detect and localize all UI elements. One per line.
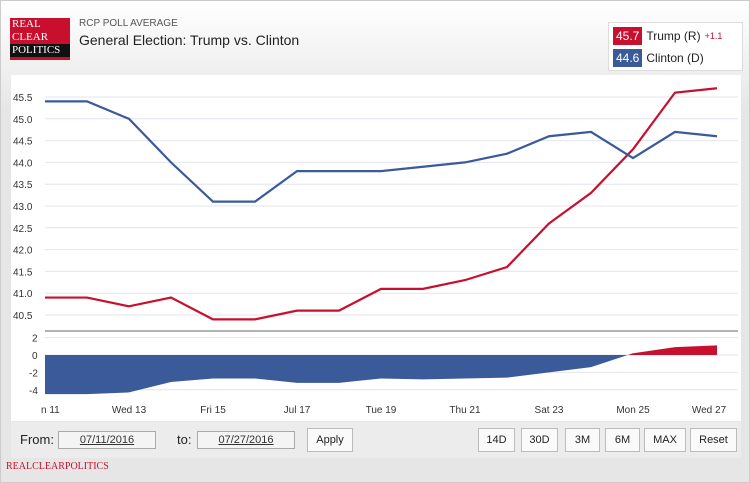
spread-tick-label: -4 xyxy=(29,386,38,397)
spread-tick-label: 2 xyxy=(32,334,38,345)
to-label: to: xyxy=(177,432,192,447)
trump-line xyxy=(45,87,718,321)
chart-title: General Election: Trump vs. Clinton xyxy=(79,32,300,48)
x-tick-label: Fri 15 xyxy=(200,405,226,416)
logo-line: POLITICS xyxy=(10,44,70,57)
y-tick-label: 41.5 xyxy=(13,267,33,278)
footer-brand: REALCLEARPOLITICS xyxy=(6,461,109,472)
y-tick-label: 45.5 xyxy=(13,93,33,104)
legend-value: 45.7 xyxy=(613,26,643,45)
x-tick-label: Wed 13 xyxy=(112,405,147,416)
spread-area-trump xyxy=(627,345,717,355)
spread-area-clinton xyxy=(45,355,628,395)
spread-tick-label: 0 xyxy=(32,351,38,362)
y-tick-label: 40.5 xyxy=(13,311,33,322)
chart-svg[interactable]: 45.5 45.0 44.5 44.0 43.5 43.0 42.5 42.0 41.5 41.0… xyxy=(11,75,741,421)
logo-line: CLEAR xyxy=(12,31,49,43)
rcp-logo: REAL CLEAR POLITICS xyxy=(10,18,70,60)
y-tick-label: 44.0 xyxy=(13,158,33,169)
range-6m-button[interactable]: 6M xyxy=(605,428,640,452)
reset-button[interactable]: Reset xyxy=(690,428,737,452)
range-30d-button[interactable]: 30D xyxy=(521,428,558,452)
legend-item-trump[interactable]: 45.7 Trump (R) +1.1 xyxy=(613,26,722,45)
from-label: From: xyxy=(20,432,54,447)
y-tick-label: 43.0 xyxy=(13,202,33,213)
range-14d-button[interactable]: 14D xyxy=(478,428,515,452)
x-tick-label: Jul 17 xyxy=(284,405,311,416)
logo-line: REAL xyxy=(12,18,41,30)
clinton-line xyxy=(45,100,718,203)
subtitle: RCP POLL AVERAGE xyxy=(79,18,178,29)
legend: 45.7 Trump (R) +1.1 44.6 Clinton (D) xyxy=(608,22,743,71)
plot-area: 45.5 45.0 44.5 44.0 43.5 43.0 42.5 42.0 41.5 41.0… xyxy=(11,75,741,421)
range-max-button[interactable]: MAX xyxy=(644,428,686,452)
x-tick-label: n 11 xyxy=(41,405,60,416)
y-tick-label: 42.0 xyxy=(13,246,33,257)
x-tick-label: Mon 25 xyxy=(616,405,650,416)
range-3m-button[interactable]: 3M xyxy=(565,428,600,452)
spread-tick-label: -2 xyxy=(29,368,38,379)
to-date-input[interactable]: 07/27/2016 xyxy=(197,431,295,449)
y-tick-label: 42.5 xyxy=(13,224,33,235)
range-controls: From: 07/11/2016 to: 07/27/2016 Apply 14… xyxy=(11,422,741,458)
x-tick-label: Sat 23 xyxy=(535,405,564,416)
apply-button[interactable]: Apply xyxy=(307,428,353,452)
y-tick-label: 45.0 xyxy=(13,115,33,126)
x-tick-label: Wed 27 xyxy=(692,405,727,416)
y-tick-label: 44.5 xyxy=(13,137,33,148)
legend-label: Trump (R) xyxy=(646,28,701,43)
x-tick-label: Thu 21 xyxy=(449,405,481,416)
x-tick-label: Tue 19 xyxy=(366,405,397,416)
from-date-input[interactable]: 07/11/2016 xyxy=(58,431,156,449)
legend-item-clinton[interactable]: 44.6 Clinton (D) xyxy=(613,48,704,67)
legend-change: +1.1 xyxy=(704,30,723,41)
y-tick-label: 41.0 xyxy=(13,289,33,300)
y-tick-label: 43.5 xyxy=(13,180,33,191)
legend-label: Clinton (D) xyxy=(646,50,704,65)
legend-value: 44.6 xyxy=(613,48,643,67)
